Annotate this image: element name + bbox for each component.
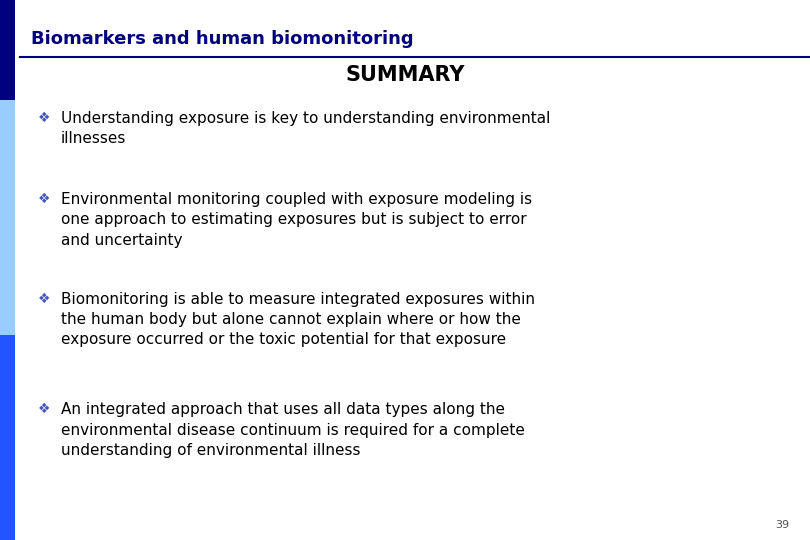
Text: ❖: ❖ (38, 292, 51, 306)
Text: Environmental monitoring coupled with exposure modeling is
one approach to estim: Environmental monitoring coupled with ex… (61, 192, 532, 247)
Text: An integrated approach that uses all data types along the
environmental disease : An integrated approach that uses all dat… (61, 402, 525, 458)
Text: Biomarkers and human biomonitoring: Biomarkers and human biomonitoring (31, 30, 413, 48)
Bar (0, 335, 15, 540)
Text: ❖: ❖ (38, 192, 51, 206)
Text: 39: 39 (776, 520, 790, 530)
Text: Biomonitoring is able to measure integrated exposures within
the human body but : Biomonitoring is able to measure integra… (61, 292, 535, 347)
Text: ❖: ❖ (38, 402, 51, 416)
Text: SUMMARY: SUMMARY (345, 65, 465, 85)
Bar (0, 100, 15, 335)
Bar (0, 0, 15, 100)
Text: ❖: ❖ (38, 111, 51, 125)
Text: Understanding exposure is key to understanding environmental
illnesses: Understanding exposure is key to underst… (61, 111, 550, 146)
